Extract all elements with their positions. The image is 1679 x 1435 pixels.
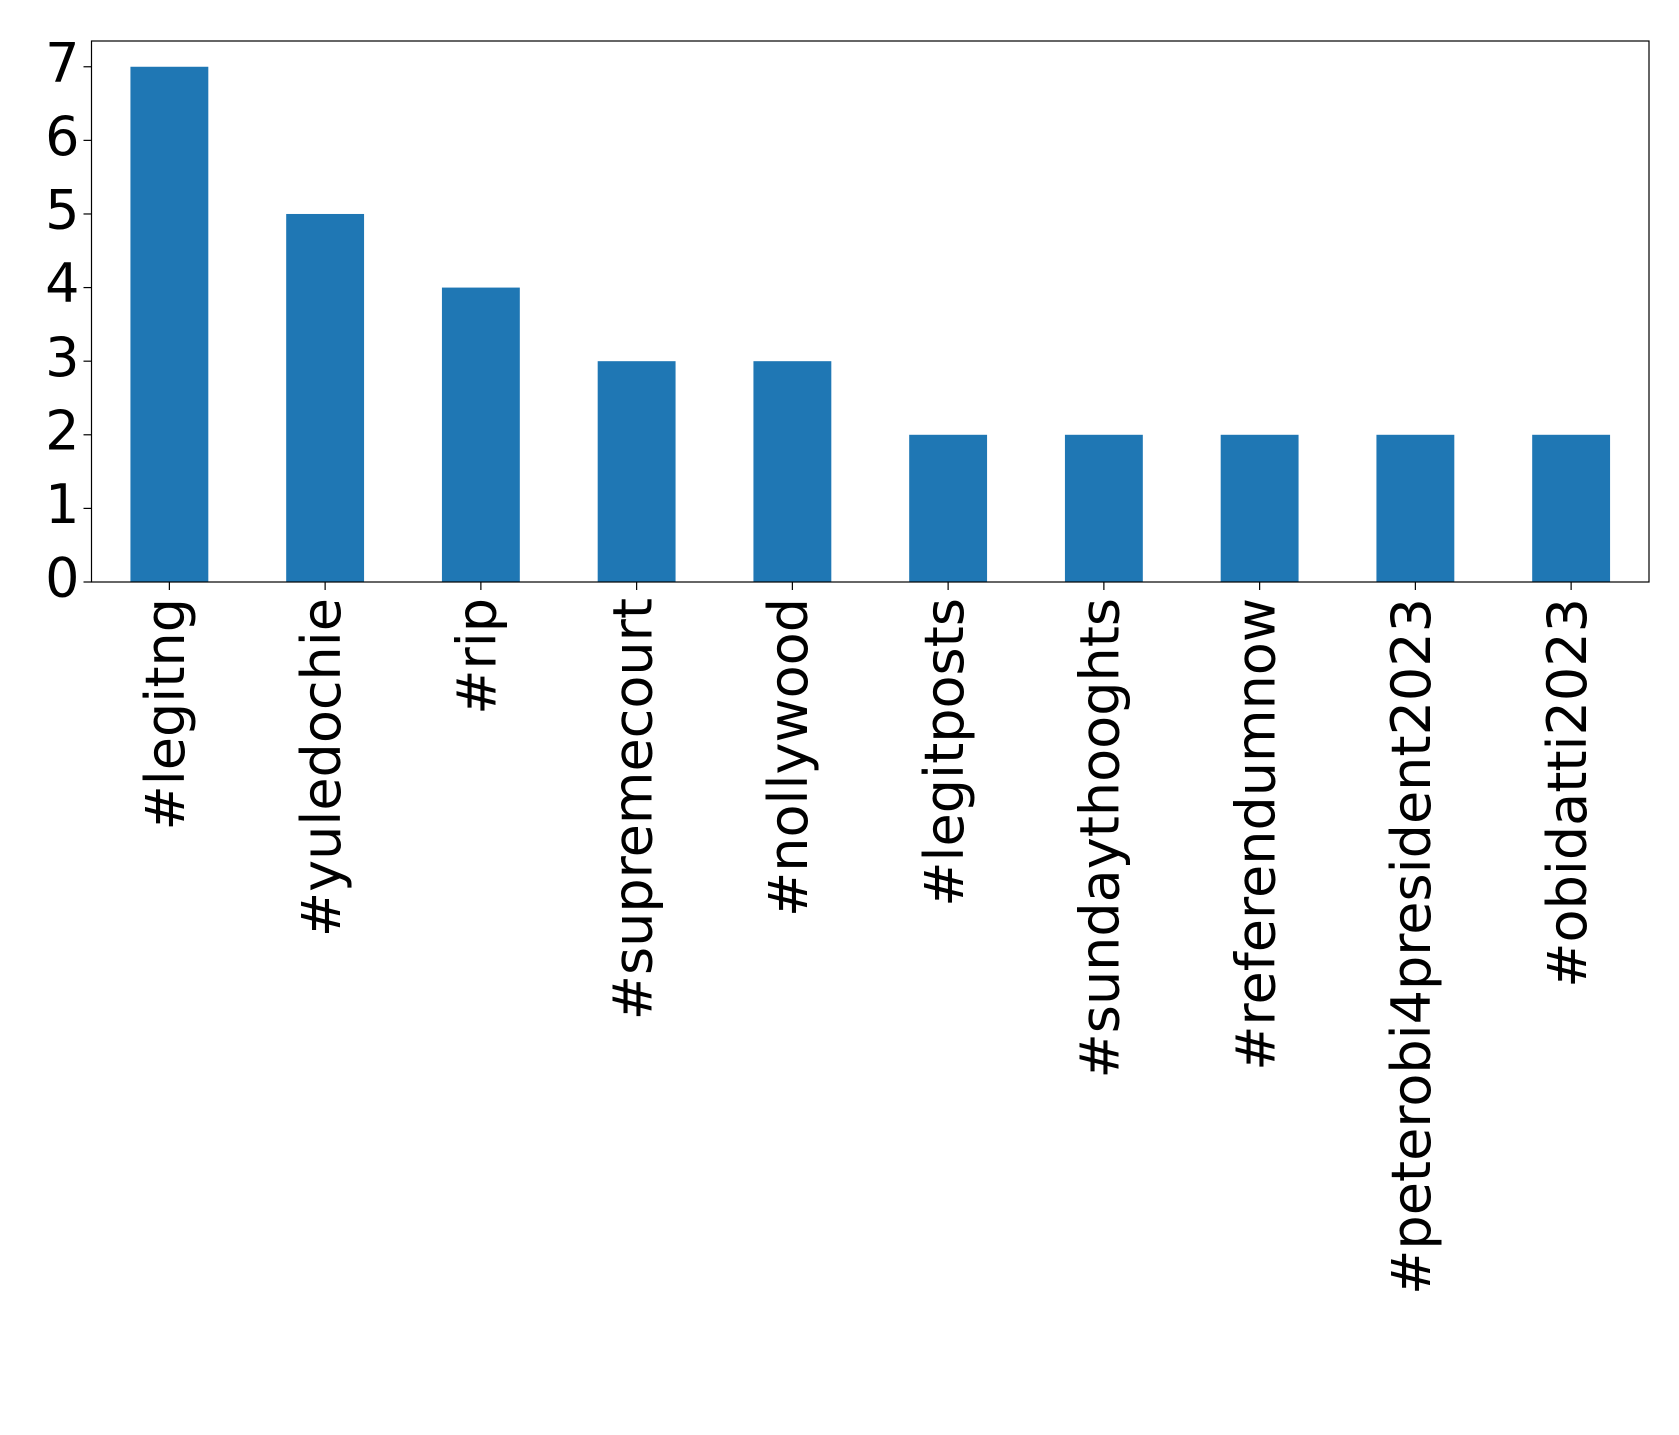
x-tick-label: #peterobi4president2023 xyxy=(1380,598,1443,1295)
x-tick-label: #obidatti2023 xyxy=(1536,598,1599,988)
bar xyxy=(597,361,676,582)
bar xyxy=(1376,434,1455,582)
x-tick-label: #rip xyxy=(446,598,509,715)
bar xyxy=(286,213,365,583)
y-tick-label: 6 xyxy=(45,105,79,168)
y-tick-label: 0 xyxy=(45,547,79,610)
bar xyxy=(1064,434,1143,582)
x-tick-label: #nollywood xyxy=(757,598,820,917)
bar xyxy=(1532,434,1611,582)
bar xyxy=(130,66,209,582)
bar xyxy=(1220,434,1299,582)
y-tick-label: 2 xyxy=(45,399,79,462)
x-tick-label: #legitng xyxy=(134,598,197,830)
x-tick-label: #supremecourt xyxy=(601,598,664,1020)
x-tick-label: #referendumnow xyxy=(1224,598,1287,1071)
x-tick-label: #legitposts xyxy=(913,598,976,907)
bar xyxy=(909,434,988,582)
x-tick-label: #yuledochie xyxy=(290,598,353,937)
y-tick-label: 1 xyxy=(45,473,79,536)
y-tick-label: 5 xyxy=(45,179,79,242)
bar xyxy=(441,287,520,582)
bar xyxy=(753,361,832,582)
y-tick-label: 4 xyxy=(45,252,79,315)
y-tick-label: 3 xyxy=(45,326,79,389)
y-tick-label: 7 xyxy=(45,31,79,94)
axes-frame xyxy=(90,40,1650,583)
x-tick-label: #sundaythooghts xyxy=(1069,598,1132,1078)
